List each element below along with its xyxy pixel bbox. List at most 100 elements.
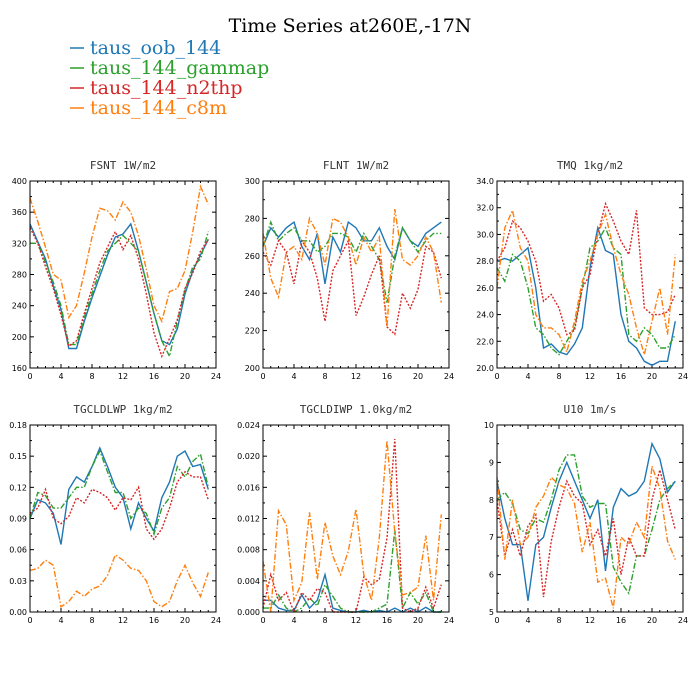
- y-tick-label: 320: [12, 239, 27, 248]
- chart-panel: TGCLDIWP 1.0kg/m2 0 4 8 12 16 20 24 0.000 0.004 0.…: [237, 403, 454, 625]
- x-tick-label: 8: [89, 372, 94, 381]
- y-tick-label: 300: [245, 177, 260, 186]
- y-tick-label: 240: [245, 289, 260, 298]
- x-tick-label: 24: [444, 372, 454, 381]
- x-tick-label: 24: [444, 616, 454, 625]
- series-line: [29, 470, 209, 541]
- x-tick-label: 12: [351, 372, 361, 381]
- x-tick-label: 20: [647, 372, 657, 381]
- x-tick-label: 4: [58, 616, 63, 625]
- x-tick-label: 8: [556, 372, 561, 381]
- y-tick-label: 5: [489, 608, 494, 617]
- y-tick-label: 8: [489, 496, 494, 505]
- plot-frame: [29, 180, 217, 369]
- series-line: [29, 446, 209, 545]
- y-tick-label: 400: [12, 177, 27, 186]
- x-tick-label: 16: [382, 616, 392, 625]
- x-tick-label: 0: [494, 372, 499, 381]
- x-tick-label: 20: [180, 616, 190, 625]
- x-tick-label: 4: [291, 616, 296, 625]
- x-tick-label: 8: [556, 616, 561, 625]
- panel-title: U10 1m/s: [564, 403, 617, 416]
- figure-title: Time Series at260E,-17N: [229, 15, 472, 37]
- y-tick-label: 0.024: [237, 421, 260, 430]
- plot-frame: [262, 424, 450, 613]
- x-tick-label: 4: [525, 372, 530, 381]
- x-tick-label: 8: [322, 616, 327, 625]
- y-tick-label: 200: [245, 364, 260, 373]
- y-tick-label: 28.0: [476, 257, 494, 266]
- chart-panel: FSNT 1W/m2 0 4 8 12 16 20 24 160 200 240 280 320 360 4…: [12, 159, 221, 381]
- x-tick-label: 16: [149, 616, 159, 625]
- y-tick-label: 360: [12, 208, 27, 217]
- legend-entry: taus_144_gammap: [90, 57, 269, 79]
- panel-title: TGCLDIWP 1.0kg/m2: [300, 403, 413, 416]
- x-tick-label: 24: [678, 616, 688, 625]
- chart-panel: FLNT 1W/m2 0 4 8 12 16 20 24 200 220 240 260 280 300: [245, 159, 454, 381]
- y-tick-label: 10: [484, 421, 494, 430]
- y-tick-label: 24.0: [476, 311, 494, 320]
- x-tick-label: 0: [494, 616, 499, 625]
- y-tick-label: 0.000: [237, 608, 260, 617]
- panel-title: TGCLDLWP 1kg/m2: [73, 403, 172, 416]
- y-tick-label: 30.0: [476, 230, 494, 239]
- panels: FSNT 1W/m20 4 8 12 16 20 241602002402803203604…: [9, 159, 688, 625]
- series-line: [262, 440, 442, 613]
- y-tick-label: 0.012: [237, 515, 260, 524]
- series-line: [262, 238, 442, 336]
- series-line: [29, 222, 209, 350]
- y-tick-label: 0.15: [9, 452, 27, 461]
- series-line: [29, 227, 209, 359]
- y-tick-label: 26.0: [476, 284, 494, 293]
- legend-entry: taus_oob_144: [90, 37, 221, 59]
- x-tick-label: 24: [211, 616, 221, 625]
- plot-frame: [29, 424, 217, 613]
- x-tick-label: 0: [260, 616, 265, 625]
- x-tick-label: 20: [413, 616, 423, 625]
- x-tick-label: 12: [118, 616, 128, 625]
- y-tick-label: 7: [489, 533, 494, 542]
- series-line: [496, 467, 676, 598]
- legend: taus_oob_144taus_144_gammaptaus_144_n2th…: [70, 37, 269, 119]
- series-line: [496, 208, 676, 358]
- x-tick-label: 12: [351, 616, 361, 625]
- y-tick-label: 0.09: [9, 515, 27, 524]
- chart-panel: TMQ 1kg/m2 0 4 8 12 16 20 24 20.0 22.0 24.0 26.0 28.…: [476, 159, 688, 381]
- plot-frame: [496, 424, 684, 613]
- series-line: [263, 571, 442, 613]
- series-line: [496, 441, 676, 601]
- x-tick-label: 16: [382, 372, 392, 381]
- y-tick-label: 220: [245, 327, 260, 336]
- series-line: [496, 201, 676, 336]
- y-tick-label: 0.008: [237, 546, 260, 555]
- series-line: [262, 438, 442, 614]
- x-tick-label: 12: [585, 616, 595, 625]
- y-tick-label: 22.0: [476, 337, 494, 346]
- y-tick-label: 0.12: [9, 483, 27, 492]
- y-tick-label: 240: [12, 302, 27, 311]
- plot-frame: [496, 180, 684, 369]
- x-tick-label: 16: [149, 372, 159, 381]
- y-tick-label: 0.18: [9, 421, 27, 430]
- x-tick-label: 12: [118, 372, 128, 381]
- series-line: [496, 225, 676, 367]
- y-tick-label: 9: [489, 458, 494, 467]
- x-tick-label: 8: [89, 616, 94, 625]
- series-line: [496, 226, 676, 356]
- x-tick-label: 0: [27, 372, 32, 381]
- y-tick-label: 34.0: [476, 177, 494, 186]
- x-tick-label: 24: [678, 372, 688, 381]
- x-tick-label: 4: [525, 616, 530, 625]
- y-tick-label: 32.0: [476, 204, 494, 213]
- x-tick-label: 0: [260, 372, 265, 381]
- x-tick-label: 20: [647, 616, 657, 625]
- chart-panel: TGCLDLWP 1kg/m2 0 4 8 12 16 20 24 0.00 0.03 0.06 0.…: [9, 403, 221, 625]
- legend-entry: taus_144_n2thp: [90, 77, 243, 99]
- series-line: [29, 553, 209, 608]
- y-tick-label: 0.004: [237, 577, 260, 586]
- series-line: [262, 208, 442, 327]
- y-tick-label: 0.016: [237, 483, 260, 492]
- x-tick-label: 20: [413, 372, 423, 381]
- x-tick-label: 24: [211, 372, 221, 381]
